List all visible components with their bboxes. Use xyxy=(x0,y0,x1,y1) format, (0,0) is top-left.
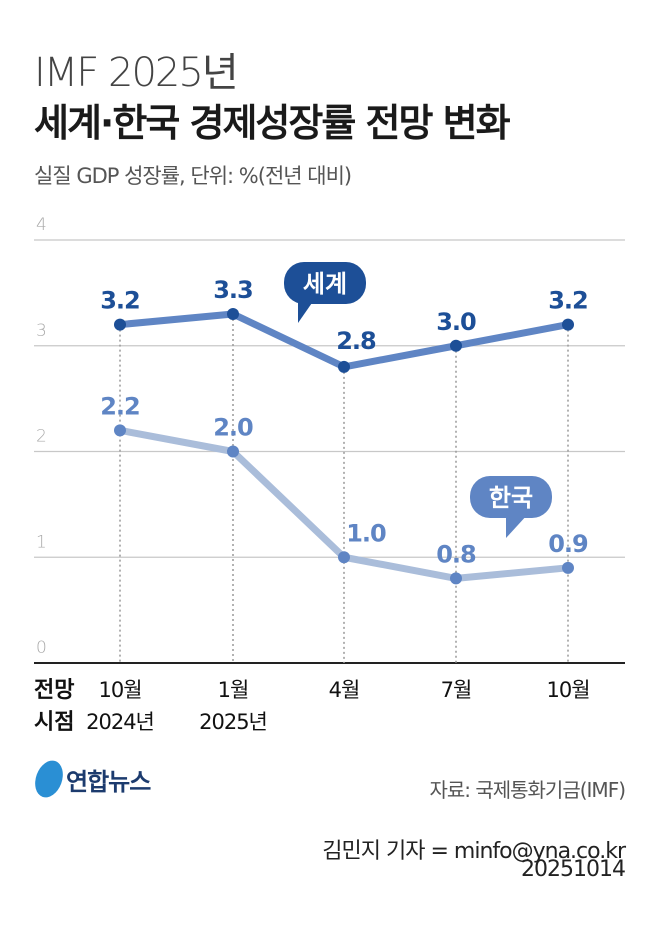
data-point xyxy=(562,318,574,331)
x-tick-label: 2024년 xyxy=(86,710,154,734)
data-label: 0.9 xyxy=(548,530,588,558)
callout-bubble xyxy=(284,262,366,304)
data-label: 2.2 xyxy=(100,392,140,420)
data-point xyxy=(338,360,350,373)
y-tick-label: 2 xyxy=(36,427,47,447)
data-label: 3.2 xyxy=(100,287,140,315)
data-point xyxy=(450,339,462,352)
data-label: 2.0 xyxy=(213,414,253,442)
y-tick-label: 3 xyxy=(36,321,47,341)
callout-tail xyxy=(298,300,314,323)
x-tick-label: 4월 xyxy=(329,678,360,702)
title-line-2: 세계·한국 경제성장률 전망 변화 xyxy=(34,101,511,145)
callout-tail xyxy=(506,514,528,538)
source: 자료: 국제통화기금(IMF) xyxy=(429,778,626,802)
data-label: 3.2 xyxy=(548,287,588,315)
data-label: 3.0 xyxy=(436,308,476,336)
y-tick-label: 1 xyxy=(36,532,47,552)
y-tick-label: 4 xyxy=(36,215,47,235)
callout-label: 세계 xyxy=(303,270,347,298)
logo-mark-icon xyxy=(30,756,68,802)
data-point xyxy=(338,551,350,564)
data-label: 3.3 xyxy=(213,276,253,304)
data-point xyxy=(114,318,126,331)
data-point xyxy=(450,572,462,585)
callout-bubble xyxy=(470,476,552,518)
logo: 연합뉴스 xyxy=(30,756,151,802)
callout-label: 한국 xyxy=(489,484,533,512)
data-label: 0.8 xyxy=(436,540,476,568)
credit: 김민지 기자 = minfo@yna.co.kr xyxy=(322,839,626,864)
x-tick-label: 10월 xyxy=(546,678,589,702)
x-axis-label: 전망 xyxy=(34,678,74,703)
data-label: 1.0 xyxy=(346,519,386,547)
x-tick-label: 7월 xyxy=(441,678,472,702)
x-tick-label: 10월 xyxy=(98,678,141,702)
data-point xyxy=(562,561,574,574)
subtitle: 실질 GDP 성장률, 단위: %(전년 대비) xyxy=(34,164,352,188)
data-point xyxy=(227,308,239,321)
data-label: 2.8 xyxy=(336,327,376,355)
x-axis-label: 시점 xyxy=(34,710,74,735)
data-point xyxy=(114,424,126,437)
logo-text: 연합뉴스 xyxy=(66,767,151,796)
y-tick-label: 0 xyxy=(36,638,47,658)
data-point xyxy=(227,445,239,458)
title-line-1: IMF 2025년 xyxy=(34,50,239,96)
x-tick-label: 2025년 xyxy=(199,710,267,734)
x-tick-label: 1월 xyxy=(218,678,249,702)
date: 20251014 xyxy=(521,857,626,882)
